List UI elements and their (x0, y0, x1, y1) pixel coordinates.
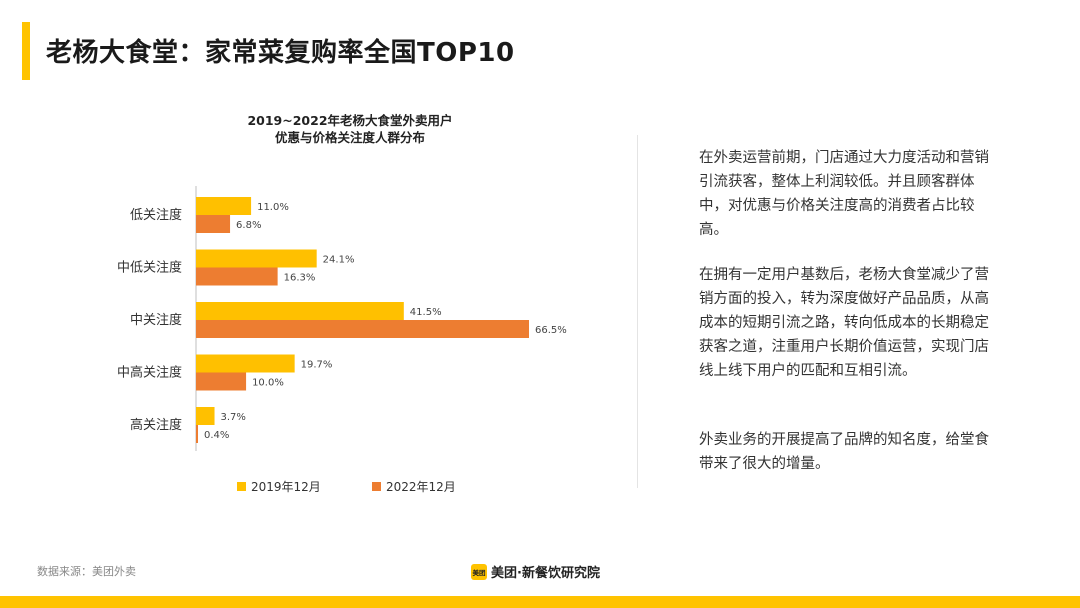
bar-2022 (196, 372, 247, 391)
data-label: 24.1% (323, 255, 355, 266)
bar-2019 (196, 197, 252, 215)
bottom-accent-bar (0, 596, 1080, 608)
bar-2022 (196, 215, 231, 233)
bar-2019 (196, 407, 215, 425)
divider (637, 135, 638, 488)
logo-text: 美团·新餐饮研究院 (491, 566, 600, 581)
paragraph-3: 外卖业务的开展提高了品牌的知名度，给堂食带来了很大的增量。 (699, 432, 989, 472)
title-accent-bar (22, 22, 30, 80)
chart-title-line2: 优惠与价格关注度人群分布 (274, 130, 425, 145)
chart-title-line1: 2019~2022年老杨大食堂外卖用户 (247, 113, 453, 128)
data-label: 19.7% (301, 360, 333, 371)
data-label: 6.8% (236, 220, 261, 231)
legend-swatch-2022 (372, 482, 381, 491)
bar-2022 (196, 267, 278, 286)
data-label: 11.0% (257, 202, 289, 213)
page-title: 老杨大食堂：家常菜复购率全国TOP10 (46, 38, 515, 68)
data-label: 16.3% (284, 273, 316, 284)
paragraph-1: 在外卖运营前期，门店通过大力度活动和营销引流获客，整体上利润较低。并且顾客群体中… (699, 150, 989, 238)
data-label: 3.7% (221, 412, 246, 423)
bar-2019 (196, 354, 295, 373)
bar-2022 (196, 320, 529, 338)
data-label: 41.5% (410, 307, 442, 318)
meituan-logo: 美团 美团·新餐饮研究院 (471, 562, 600, 581)
category-label: 中高关注度 (117, 365, 182, 381)
data-label: 10.0% (252, 378, 284, 389)
category-label: 中关注度 (130, 312, 182, 328)
bar-2019 (196, 302, 404, 320)
bar-2019 (196, 249, 317, 268)
legend-label: 2022年12月 (386, 480, 456, 494)
legend-label: 2019年12月 (251, 480, 321, 494)
paragraph-2: 在拥有一定用户基数后，老杨大食堂减少了营销方面的投入，转为深度做好产品品质，从高… (699, 267, 989, 379)
data-source: 数据来源：美团外卖 (37, 565, 136, 578)
bar-2022 (196, 425, 199, 443)
data-label: 0.4% (204, 430, 229, 441)
category-label: 高关注度 (130, 417, 182, 433)
category-label: 中低关注度 (117, 260, 182, 276)
legend-swatch-2019 (237, 482, 246, 491)
meituan-logo-icon: 美团 (471, 563, 487, 580)
category-label: 低关注度 (130, 207, 182, 223)
data-label: 66.5% (535, 325, 567, 336)
bar-chart: 低关注度 11.0% 6.8% 中低关注度 24.1% 16.3% 中关注度 41.5% 66.… (117, 186, 567, 494)
